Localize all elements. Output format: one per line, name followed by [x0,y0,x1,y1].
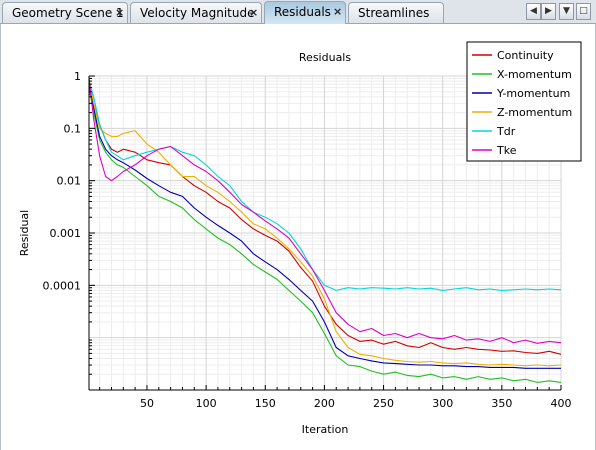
x-tick-label: 350 [491,397,512,410]
editor-tab-bar: Geometry Scene 1 × Velocity Magnitude × … [0,0,596,24]
plot-panel: 1 0.1 0.01 0.001 0.0001 50 100 150 200 250 300 350… [0,24,596,450]
legend-label: Tke [496,144,517,157]
tab-velocity-magnitude[interactable]: Velocity Magnitude × [130,2,262,23]
dropdown-icon[interactable]: ▼ [559,3,574,20]
legend: Continuity X-momentum Y-momentum Z-momentum… [466,41,582,162]
y-axis-label: Residual [18,210,31,256]
maximize-icon[interactable]: □ [576,3,591,20]
y-tick-label: 0.0001 [43,279,82,292]
tab-residuals[interactable]: Residuals × [264,1,346,24]
x-axis-label: Iteration [302,423,349,436]
x-tick-label: 400 [551,397,572,410]
close-icon[interactable]: × [115,6,125,19]
legend-label: Z-momentum [497,106,572,119]
arrow-left-icon[interactable]: ◀ [526,3,541,20]
x-tick-label: 200 [314,397,335,410]
y-tick-label: 0.001 [50,227,82,240]
series-line-continuity [88,91,562,355]
close-icon[interactable]: × [249,6,259,19]
residuals-chart: 1 0.1 0.01 0.001 0.0001 50 100 150 200 250 300 350… [18,41,582,436]
tab-label: Geometry Scene 1 [12,6,124,20]
arrow-right-icon[interactable]: ▶ [541,3,556,20]
x-tick-label: 300 [432,397,453,410]
y-tick-label: 0.1 [64,122,82,135]
legend-label: Tdr [496,125,516,138]
tab-label: Streamlines [358,6,430,20]
x-tick-label: 100 [196,397,217,410]
chart-title: Residuals [299,51,351,64]
tab-label: Residuals [274,5,331,19]
legend-label: Y-momentum [496,87,570,100]
tab-streamlines[interactable]: Streamlines [348,2,444,23]
tab-label: Velocity Magnitude [140,6,255,20]
series-line-y-momentum [88,83,561,369]
legend-label: X-momentum [497,68,572,81]
series-line-z-momentum [88,78,562,367]
x-tick-label: 50 [140,397,154,410]
x-tick-label: 250 [373,397,394,410]
series-line-tdr [88,80,562,291]
y-tick-label: 1 [74,70,81,83]
tab-geometry-scene-1[interactable]: Geometry Scene 1 × [2,2,128,23]
series-line-tke [88,78,562,344]
close-icon[interactable]: × [333,5,343,18]
series-line-x-momentum [88,87,562,383]
y-tick-label: 0.01 [57,175,82,188]
legend-label: Continuity [497,49,554,62]
x-tick-label: 150 [255,397,276,410]
